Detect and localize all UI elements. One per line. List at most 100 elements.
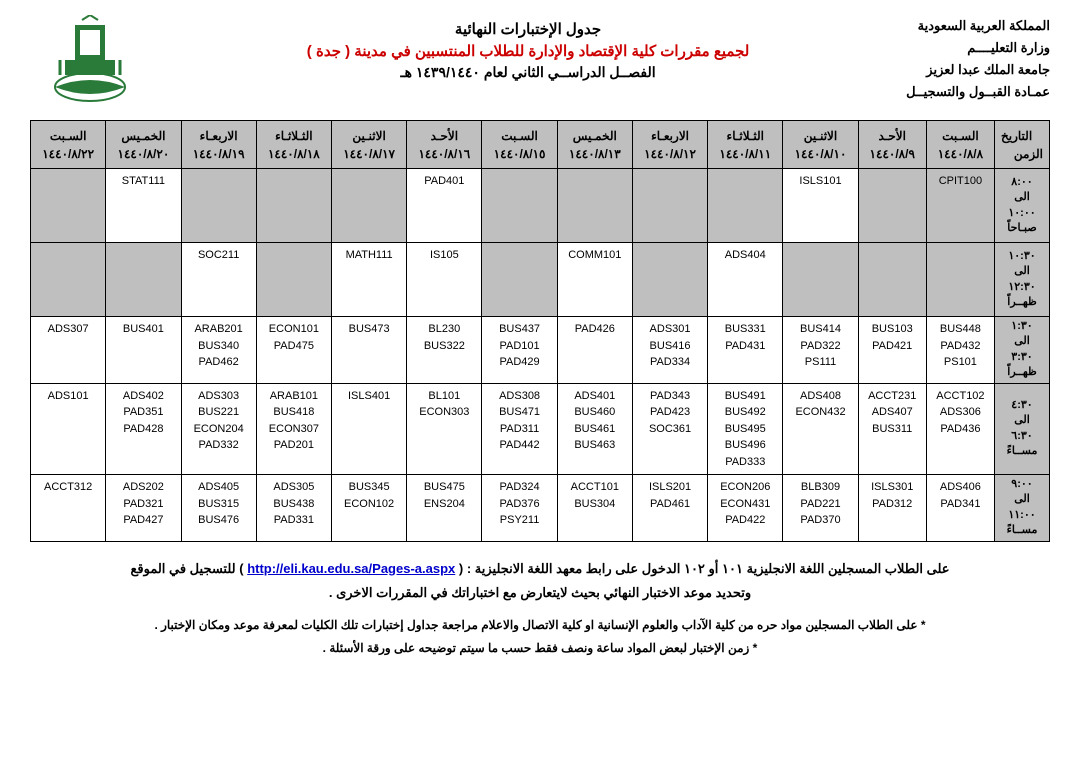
schedule-cell: ADS404 xyxy=(708,243,783,317)
schedule-cell xyxy=(256,243,331,317)
time-label: ٨:٠٠الى١٠:٠٠صبـاحاً xyxy=(995,169,1050,243)
schedule-cell: BUS437PAD101PAD429 xyxy=(482,317,557,384)
header-right-block: المملكة العربية السعودية وزارة التعليـــ… xyxy=(906,15,1050,103)
schedule-cell: COMM101 xyxy=(557,243,632,317)
schedule-cell: BUS103PAD421 xyxy=(858,317,926,384)
time-label: ١٠:٣٠الى١٢:٣٠ظهــراً xyxy=(995,243,1050,317)
logo-container xyxy=(30,15,150,105)
schedule-cell: BUS473 xyxy=(331,317,406,384)
time-slot-row: ٩:٠٠الى١١:٠٠مســاءًADS406PAD341ISLS301PA… xyxy=(31,475,1050,542)
time-slot-row: ١٠:٣٠الى١٢:٣٠ظهــراً ADS404 COMM101 IS105MA… xyxy=(31,243,1050,317)
schedule-cell xyxy=(708,169,783,243)
schedule-cell: ECON206ECON431PAD422 xyxy=(708,475,783,542)
footer-note: * زمن الإختبار لبعض المواد ساعة ونصف فقط… xyxy=(30,637,1050,660)
title-line3: الفصــل الدراســي الثاني لعام ١٤٣٩/١٤٤٠ … xyxy=(150,64,906,81)
schedule-cell xyxy=(858,243,926,317)
schedule-cell: ADS307 xyxy=(31,317,106,384)
hr-line: جامعة الملك عبدا لعزيز xyxy=(906,59,1050,81)
footer-notes: * على الطلاب المسجلين مواد حره من كلية ا… xyxy=(30,614,1050,660)
day-header: السـبت١٤٤٠/٨/٢٢ xyxy=(31,121,106,169)
day-header: الاربعـاء١٤٤٠/٨/١٩ xyxy=(181,121,256,169)
time-slot-row: ٤:٣٠الى٦:٣٠مســاءًACCT102ADS306PAD436ACC… xyxy=(31,383,1050,475)
schedule-cell: ADS401BUS460BUS461BUS463 xyxy=(557,383,632,475)
schedule-cell: CPIT100 xyxy=(926,169,994,243)
schedule-cell: PAD343PAD423SOC361 xyxy=(632,383,707,475)
day-header: الخمـيس١٤٤٠/٨/١٣ xyxy=(557,121,632,169)
header-center-block: جدول الإختبارات النهائية لجميع مقررات كل… xyxy=(150,15,906,81)
title-line1: جدول الإختبارات النهائية xyxy=(150,20,906,38)
schedule-cell: PAD426 xyxy=(557,317,632,384)
schedule-cell: ECON101PAD475 xyxy=(256,317,331,384)
schedule-cell: BL101ECON303 xyxy=(407,383,482,475)
schedule-cell xyxy=(783,243,858,317)
time-slot-row: ٨:٠٠الى١٠:٠٠صبـاحاًCPIT100 ISLS101 PAD401 S… xyxy=(31,169,1050,243)
schedule-cell: ACCT102ADS306PAD436 xyxy=(926,383,994,475)
schedule-cell: ADS406PAD341 xyxy=(926,475,994,542)
schedule-cell: IS105 xyxy=(407,243,482,317)
schedule-cell: BLB309PAD221PAD370 xyxy=(783,475,858,542)
schedule-cell: ACCT312 xyxy=(31,475,106,542)
day-header: الاربعـاء١٤٤٠/٨/١٢ xyxy=(632,121,707,169)
schedule-cell: BUS475ENS204 xyxy=(407,475,482,542)
schedule-cell xyxy=(482,169,557,243)
schedule-cell: SOC211 xyxy=(181,243,256,317)
footer-block: على الطلاب المسجلين اللغة الانجليزية ١٠١… xyxy=(30,557,1050,660)
schedule-cell: ADS408ECON432 xyxy=(783,383,858,475)
time-label: ١:٣٠الى٣:٣٠ظهــراً xyxy=(995,317,1050,384)
schedule-cell: ARAB201BUS340PAD462 xyxy=(181,317,256,384)
exam-schedule-table: التاريخ الزمن السـبت١٤٤٠/٨/٨ الأحـد١٤٤٠/… xyxy=(30,120,1050,542)
schedule-cell xyxy=(31,243,106,317)
day-header: السـبت١٤٤٠/٨/١٥ xyxy=(482,121,557,169)
footer-line1: على الطلاب المسجلين اللغة الانجليزية ١٠١… xyxy=(30,557,1050,582)
schedule-cell xyxy=(482,243,557,317)
schedule-cell: BL230BUS322 xyxy=(407,317,482,384)
schedule-cell xyxy=(31,169,106,243)
day-header: الأحـد١٤٤٠/٨/٩ xyxy=(858,121,926,169)
schedule-cell: ISLS401 xyxy=(331,383,406,475)
schedule-cell: BUS401 xyxy=(106,317,181,384)
footer-line2: وتحديد موعد الاختبار النهائي بحيث لايتعا… xyxy=(30,581,1050,606)
page-header: المملكة العربية السعودية وزارة التعليـــ… xyxy=(30,15,1050,105)
schedule-cell xyxy=(632,169,707,243)
day-header: الاثنـين١٤٤٠/٨/١٠ xyxy=(783,121,858,169)
schedule-cell: BUS491BUS492BUS495BUS496PAD333 xyxy=(708,383,783,475)
corner-cell: التاريخ الزمن xyxy=(995,121,1050,169)
schedule-cell: BUS414PAD322PS111 xyxy=(783,317,858,384)
university-logo-icon xyxy=(40,15,140,105)
hr-line: عمـادة القبــول والتسجيــل xyxy=(906,81,1050,103)
schedule-cell: PAD401 xyxy=(407,169,482,243)
schedule-cell: ADS301BUS416PAD334 xyxy=(632,317,707,384)
schedule-cell: BUS345ECON102 xyxy=(331,475,406,542)
schedule-cell xyxy=(926,243,994,317)
eli-link[interactable]: http://eli.kau.edu.sa/Pages-a.aspx xyxy=(247,561,455,576)
schedule-cell: ADS405BUS315BUS476 xyxy=(181,475,256,542)
title-line2: لجميع مقررات كلية الإقتصاد والإدارة للطل… xyxy=(150,42,906,60)
schedule-cell: ISLS301PAD312 xyxy=(858,475,926,542)
day-header: الأحـد١٤٤٠/٨/١٦ xyxy=(407,121,482,169)
schedule-cell xyxy=(632,243,707,317)
schedule-cell xyxy=(331,169,406,243)
schedule-cell: ADS303BUS221ECON204PAD332 xyxy=(181,383,256,475)
day-header: الثـلاثـاء١٤٤٠/٨/١٨ xyxy=(256,121,331,169)
schedule-cell: ISLS101 xyxy=(783,169,858,243)
schedule-cell: BUS448PAD432PS101 xyxy=(926,317,994,384)
schedule-cell: ADS308BUS471PAD311PAD442 xyxy=(482,383,557,475)
time-label: ٤:٣٠الى٦:٣٠مســاءً xyxy=(995,383,1050,475)
schedule-cell xyxy=(557,169,632,243)
schedule-cell xyxy=(106,243,181,317)
schedule-cell: BUS331PAD431 xyxy=(708,317,783,384)
time-label: ٩:٠٠الى١١:٠٠مســاءً xyxy=(995,475,1050,542)
schedule-cell xyxy=(256,169,331,243)
day-header: الثـلاثـاء١٤٤٠/٨/١١ xyxy=(708,121,783,169)
time-slot-row: ١:٣٠الى٣:٣٠ظهــراًBUS448PAD432PS101BUS10… xyxy=(31,317,1050,384)
schedule-cell: ADS305BUS438PAD331 xyxy=(256,475,331,542)
schedule-cell: ACCT101BUS304 xyxy=(557,475,632,542)
schedule-cell: ADS402PAD351PAD428 xyxy=(106,383,181,475)
hr-line: المملكة العربية السعودية xyxy=(906,15,1050,37)
schedule-cell: MATH111 xyxy=(331,243,406,317)
schedule-cell xyxy=(181,169,256,243)
schedule-cell: ACCT231ADS407BUS311 xyxy=(858,383,926,475)
schedule-cell: PAD324PAD376PSY211 xyxy=(482,475,557,542)
schedule-cell xyxy=(858,169,926,243)
schedule-cell: STAT111 xyxy=(106,169,181,243)
